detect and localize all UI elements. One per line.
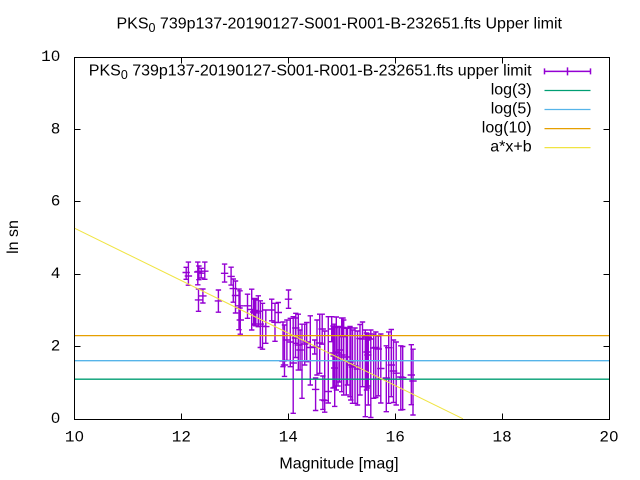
svg-text:16: 16 — [386, 429, 405, 447]
svg-text:log(5): log(5) — [491, 100, 532, 117]
svg-text:PKS0 739p137-20190127-S001-R00: PKS0 739p137-20190127-S001-R001-B-232651… — [117, 15, 563, 35]
svg-text:log(3): log(3) — [491, 81, 532, 98]
svg-text:2: 2 — [51, 338, 61, 356]
svg-text:log(10): log(10) — [482, 120, 532, 137]
svg-text:ln sn: ln sn — [5, 220, 22, 254]
svg-text:0: 0 — [51, 410, 61, 428]
svg-text:6: 6 — [51, 193, 61, 211]
svg-text:Magnitude [mag]: Magnitude [mag] — [279, 455, 398, 472]
svg-text:12: 12 — [172, 429, 191, 447]
svg-text:PKS0 739p137-20190127-S001-R00: PKS0 739p137-20190127-S001-R001-B-232651… — [89, 62, 532, 82]
svg-text:14: 14 — [279, 429, 298, 447]
svg-text:a*x+b: a*x+b — [490, 139, 531, 156]
svg-text:18: 18 — [492, 429, 511, 447]
svg-text:10: 10 — [65, 429, 84, 447]
svg-text:8: 8 — [51, 120, 61, 138]
svg-text:4: 4 — [51, 265, 61, 283]
svg-text:10: 10 — [41, 48, 60, 66]
svg-text:20: 20 — [599, 429, 618, 447]
